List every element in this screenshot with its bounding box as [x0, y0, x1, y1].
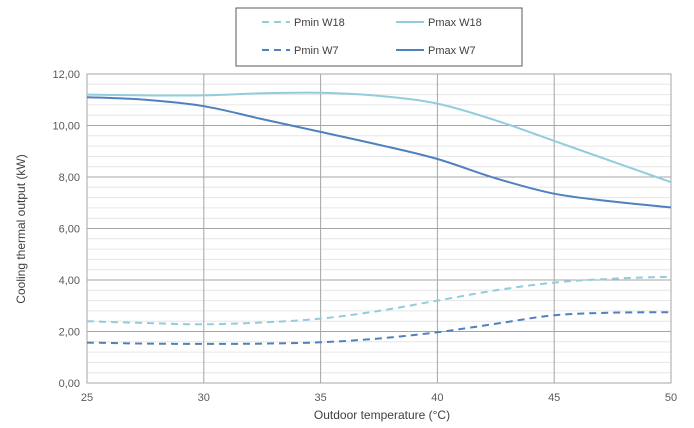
- series-line-pmin-w18: [86, 275, 672, 326]
- y-tick-label: 2,00: [59, 327, 80, 339]
- x-tick-label: 50: [665, 392, 677, 404]
- legend-label-pmin-w7: Pmin W7: [294, 45, 339, 57]
- legend-label-pmax-w18: Pmax W18: [428, 17, 482, 29]
- y-tick-label: 0,00: [59, 378, 80, 390]
- legend: Pmin W18 Pmax W18 Pmin W7 Pmax W7: [235, 7, 523, 67]
- plot-area-frame: [86, 73, 672, 384]
- series-line-pmax-w18: [86, 91, 672, 184]
- y-tick-label: 4,00: [59, 275, 80, 287]
- x-tick-label: 25: [81, 392, 93, 404]
- y-tick-label: 10,00: [52, 121, 80, 133]
- major-gridlines: [86, 73, 672, 384]
- legend-label-pmin-w18: Pmin W18: [294, 17, 345, 29]
- series-lines: [86, 91, 672, 345]
- y-axis-title: Cooling thermal output (kW): [14, 154, 28, 303]
- x-tick-label: 45: [548, 392, 560, 404]
- x-tick-label: 30: [198, 392, 210, 404]
- y-tick-label: 12,00: [52, 69, 80, 81]
- y-tick-label: 6,00: [59, 224, 80, 236]
- x-tick-label: 35: [314, 392, 326, 404]
- x-tick-label: 40: [431, 392, 443, 404]
- y-tick-label: 8,00: [59, 172, 80, 184]
- legend-label-pmax-w7: Pmax W7: [428, 45, 476, 57]
- x-axis-tick-labels: 25 30 35 40 45 50: [81, 392, 677, 404]
- legend-box: [235, 7, 523, 67]
- minor-gridlines: [87, 83, 671, 374]
- series-line-pmax-w7: [86, 96, 672, 209]
- x-axis-title: Outdoor temperature (°C): [314, 408, 450, 422]
- y-axis-tick-labels: 0,00 2,00 4,00 6,00 8,00 10,00 12,00: [52, 69, 80, 390]
- series-line-pmin-w7: [86, 311, 672, 345]
